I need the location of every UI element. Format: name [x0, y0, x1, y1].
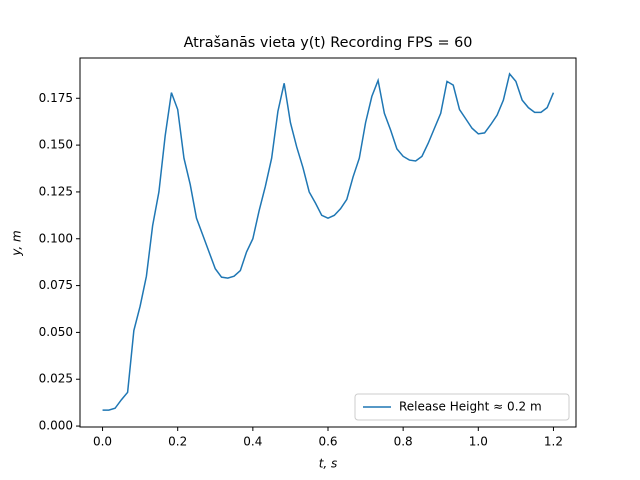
y-tick-label: 0.175: [39, 91, 73, 105]
y-tick-label: 0.075: [39, 278, 73, 292]
plot-frame: [79, 57, 577, 428]
y-tick-label: 0.100: [39, 231, 73, 245]
legend-box: [354, 393, 570, 421]
y-tick-label: 0.150: [39, 138, 73, 152]
x-axis-label: t, s: [319, 457, 338, 471]
x-tick-label: 1.0: [469, 435, 488, 449]
y-tick-label: 0.125: [39, 184, 73, 198]
x-tick-label: 0.2: [168, 435, 187, 449]
legend-label: Release Height ≈ 0.2 m: [399, 400, 542, 414]
y-tick-label: 0.000: [39, 419, 73, 433]
y-axis-label: y, m: [10, 230, 24, 257]
data-line: [102, 72, 555, 411]
x-tick-label: 0.8: [394, 435, 413, 449]
y-tick-label: 0.025: [39, 372, 73, 386]
chart-title: Atrašanās vieta y(t) Recording FPS = 60: [184, 35, 473, 51]
x-tick-label: 0.4: [243, 435, 262, 449]
x-tick-label: 0.6: [318, 435, 337, 449]
x-tick-label: 0.0: [93, 435, 112, 449]
y-tick-label: 0.050: [39, 325, 73, 339]
x-tick-label: 1.2: [544, 435, 563, 449]
